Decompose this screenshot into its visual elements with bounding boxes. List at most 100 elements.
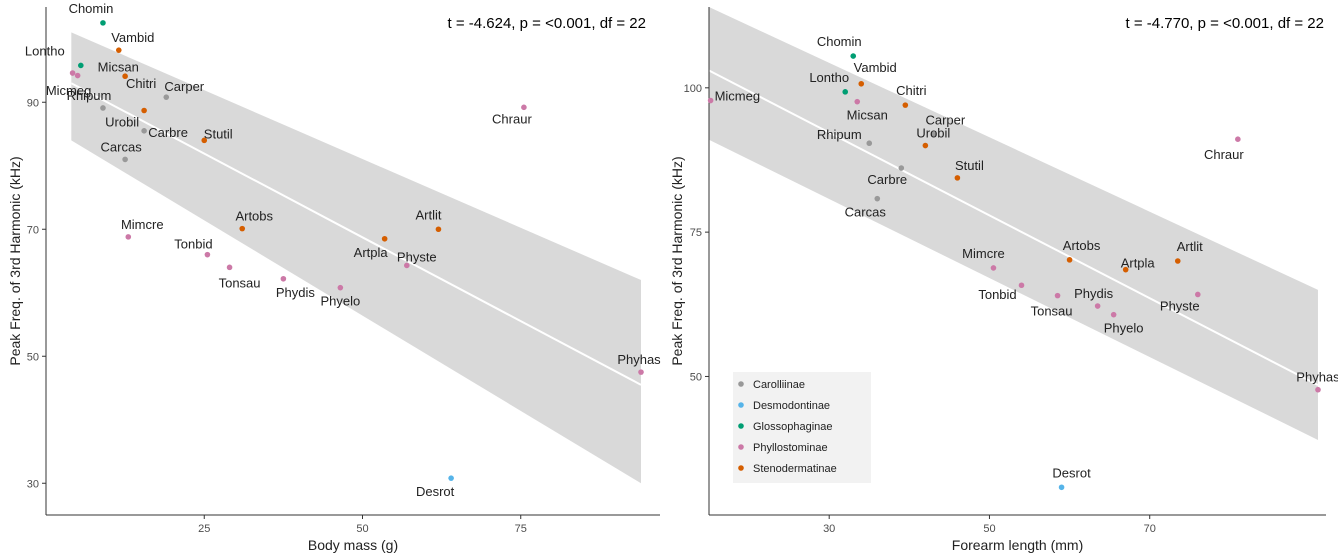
data-point-lontho bbox=[842, 89, 849, 95]
data-point-vambid bbox=[115, 47, 122, 53]
point-label-micmeg: Micmeg bbox=[715, 89, 761, 104]
data-point-tonbid bbox=[1018, 282, 1025, 289]
point-label-artobs: Artobs bbox=[1063, 238, 1101, 253]
data-point-urobil bbox=[141, 107, 147, 114]
point-label-chraur: Chraur bbox=[492, 111, 532, 126]
legend-key-stenodermatinae bbox=[738, 465, 744, 471]
point-label-tonbid: Tonbid bbox=[174, 237, 212, 252]
legend-label-carolliinae: Carolliinae bbox=[753, 379, 805, 391]
data-point-tonbid bbox=[204, 251, 211, 258]
point-label-micsan: Micsan bbox=[847, 108, 888, 123]
point-label-artpla: Artpla bbox=[1121, 256, 1156, 271]
data-point-desrot bbox=[448, 475, 454, 481]
point-label-carcas: Carcas bbox=[845, 205, 887, 220]
x-tick-label: 25 bbox=[198, 523, 210, 535]
data-point-rhipum bbox=[866, 140, 873, 147]
data-point-tonsau bbox=[1054, 292, 1061, 299]
data-point-chitri bbox=[902, 102, 909, 108]
stats-annotation: t = -4.770, p = <0.001, df = 22 bbox=[1126, 15, 1325, 32]
data-point-chomin bbox=[100, 20, 106, 26]
data-point-carbre bbox=[141, 128, 147, 134]
data-point-desrot bbox=[1058, 484, 1065, 491]
point-label-artpla: Artpla bbox=[354, 245, 389, 260]
legend-key-carolliinae bbox=[738, 381, 744, 387]
data-point-phyelo bbox=[337, 284, 344, 291]
y-tick-label: 100 bbox=[684, 83, 702, 95]
point-label-phyhas: Phyhas bbox=[617, 352, 661, 367]
point-label-urobil: Urobil bbox=[916, 126, 950, 141]
x-tick-label: 70 bbox=[1144, 523, 1156, 535]
legend-label-desmodontinae: Desmodontinae bbox=[753, 400, 830, 412]
data-point-phydis bbox=[280, 275, 287, 282]
data-point-physte bbox=[1194, 291, 1201, 298]
point-label-lontho: Lontho bbox=[809, 70, 849, 85]
data-point-chomin bbox=[850, 53, 857, 59]
point-label-lontho: Lontho bbox=[25, 43, 65, 58]
legend-key-phyllostominae bbox=[738, 444, 744, 450]
point-label-chomin: Chomin bbox=[817, 34, 862, 49]
data-point-artobs bbox=[239, 225, 246, 232]
x-axis-label: Forearm length (mm) bbox=[952, 537, 1083, 553]
data-point-urobil bbox=[922, 142, 929, 149]
data-point-carbre bbox=[898, 165, 905, 171]
legend-label-stenodermatinae: Stenodermatinae bbox=[753, 463, 837, 475]
confidence-band bbox=[709, 7, 1318, 440]
panel-forearm-length: 30 50 70 50 75 100 Forearm length (mm) Peak Fre… bbox=[669, 7, 1338, 553]
x-tick-label: 30 bbox=[823, 523, 835, 535]
x-tick-label: 50 bbox=[356, 523, 368, 535]
point-label-artlit: Artlit bbox=[1177, 239, 1203, 254]
point-label-tonsau: Tonsau bbox=[1031, 304, 1073, 319]
regression-line bbox=[70, 82, 642, 386]
point-label-micsan: Micsan bbox=[98, 60, 139, 75]
regression-line bbox=[708, 69, 1319, 387]
point-label-mimcre: Mimcre bbox=[962, 246, 1005, 261]
point-label-chitri: Chitri bbox=[896, 83, 926, 98]
legend-box bbox=[733, 372, 871, 483]
y-tick-label: 30 bbox=[27, 478, 39, 490]
data-point-carcas bbox=[874, 195, 881, 202]
point-label-carbre: Carbre bbox=[867, 172, 907, 187]
data-point-stutil bbox=[201, 137, 208, 144]
point-label-physte: Physte bbox=[397, 249, 437, 264]
y-tick-label: 70 bbox=[27, 224, 39, 236]
data-point-micsan bbox=[854, 98, 861, 105]
data-point-vambid bbox=[858, 80, 865, 87]
point-label-micmeg: Micmeg bbox=[46, 83, 92, 98]
point-label-vambid: Vambid bbox=[854, 60, 897, 75]
point-label-carbre: Carbre bbox=[148, 125, 188, 140]
point-label-artobs: Artobs bbox=[235, 209, 273, 224]
data-point-chraur bbox=[1235, 136, 1241, 142]
legend-key-glossophaginae bbox=[738, 423, 744, 429]
data-point-carper bbox=[163, 94, 170, 100]
point-label-tonbid: Tonbid bbox=[978, 287, 1016, 302]
point-label-chitri: Chitri bbox=[126, 76, 156, 91]
data-point-artlit bbox=[435, 226, 442, 233]
point-label-physte: Physte bbox=[1160, 298, 1200, 313]
x-axis-label: Body mass (g) bbox=[308, 537, 398, 553]
data-point-artlit bbox=[1174, 258, 1181, 264]
y-axis-label: Peak Freq. of 3rd Harmonic (kHz) bbox=[7, 156, 23, 365]
point-label-carcas: Carcas bbox=[101, 139, 143, 154]
legend-label-phyllostominae: Phyllostominae bbox=[753, 442, 828, 454]
data-point-stutil bbox=[954, 175, 961, 181]
point-label-phyhas: Phyhas bbox=[1296, 370, 1338, 385]
data-point-mimcre bbox=[990, 265, 997, 271]
data-point-chraur bbox=[521, 104, 527, 111]
point-label-carper: Carper bbox=[925, 113, 965, 128]
y-tick-label: 90 bbox=[27, 97, 39, 109]
point-label-desrot: Desrot bbox=[416, 484, 455, 499]
point-label-mimcre: Mimcre bbox=[121, 217, 164, 232]
point-label-artlit: Artlit bbox=[415, 207, 441, 222]
point-label-stutil: Stutil bbox=[204, 126, 233, 141]
y-axis-label: Peak Freq. of 3rd Harmonic (kHz) bbox=[669, 156, 685, 365]
point-label-rhipum: Rhipum bbox=[67, 88, 112, 103]
x-tick-label: 75 bbox=[515, 523, 527, 535]
y-tick-label: 50 bbox=[27, 351, 39, 363]
data-point-micmeg bbox=[69, 70, 76, 76]
point-label-stutil: Stutil bbox=[955, 158, 984, 173]
data-point-physte bbox=[404, 262, 410, 269]
point-label-phydis: Phydis bbox=[276, 285, 316, 300]
data-point-tonsau bbox=[226, 264, 233, 271]
point-label-chomin: Chomin bbox=[69, 1, 114, 16]
